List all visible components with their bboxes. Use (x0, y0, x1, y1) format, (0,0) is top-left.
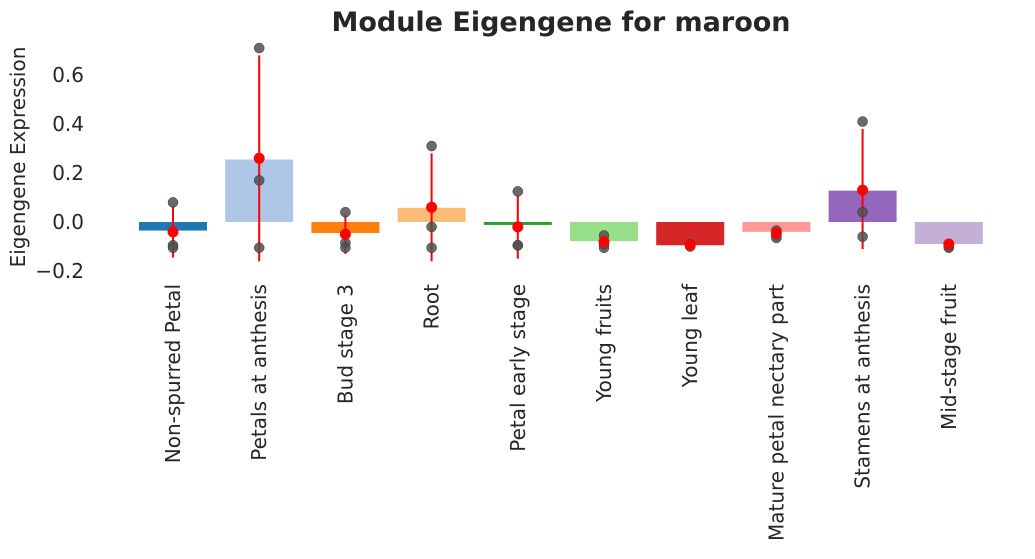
x-tick-label: Non-spurred Petal (161, 284, 185, 463)
sample-point (857, 231, 868, 242)
chart-title: Module Eigengene for maroon (331, 7, 790, 38)
x-axis-ticks: Non-spurred Petal Petals at anthesis Bud s… (161, 283, 961, 541)
y-tick-label: −0.2 (35, 259, 84, 283)
mean-marker (943, 238, 955, 250)
x-tick-label: Bud stage 3 (333, 284, 357, 404)
sample-point (253, 175, 265, 186)
y-axis-label: Eigengene Expression (6, 47, 30, 268)
x-tick-label: Petal early stage (506, 284, 530, 452)
mean-marker (684, 239, 696, 251)
x-tick-label: Young leaf (678, 283, 702, 388)
mean-marker (426, 201, 438, 213)
x-tick-label: Root (420, 284, 444, 329)
mean-marker (253, 152, 265, 164)
y-tick-label: 0.4 (52, 112, 84, 136)
x-tick-label: Stamens at anthesis (851, 284, 875, 489)
mean-marker (857, 184, 869, 196)
mean-marker (339, 228, 351, 240)
sample-point (253, 242, 265, 253)
mean-marker (770, 227, 782, 239)
sample-point (426, 140, 437, 152)
y-axis-ticks: −0.2 0.0 0.2 0.4 0.6 (35, 63, 84, 283)
bar (914, 222, 983, 245)
y-tick-label: 0.6 (52, 63, 84, 87)
mean-marker (167, 226, 179, 238)
sample-point (857, 206, 868, 218)
bars (139, 159, 983, 246)
mean-marker (598, 236, 610, 248)
sample-point (512, 186, 524, 197)
x-tick-label: Mid-stage fruit (937, 284, 961, 430)
sample-point (426, 221, 437, 233)
y-tick-label: 0.2 (52, 161, 84, 185)
sample-point (857, 116, 868, 127)
mean-markers (167, 152, 955, 251)
x-tick-label: Young fruits (592, 284, 616, 403)
sample-point (167, 242, 179, 253)
sample-point (340, 206, 351, 218)
sample-point (340, 242, 351, 253)
sample-point (253, 42, 265, 54)
sample-point (167, 197, 179, 208)
bar (656, 222, 725, 246)
x-tick-label: Mature petal nectary part (764, 284, 788, 541)
y-tick-label: 0.0 (52, 210, 84, 234)
x-tick-label: Petals at anthesis (247, 284, 271, 461)
sample-point (426, 242, 437, 253)
sample-point (512, 240, 524, 251)
error-bars (172, 55, 950, 262)
mean-marker (512, 221, 524, 233)
